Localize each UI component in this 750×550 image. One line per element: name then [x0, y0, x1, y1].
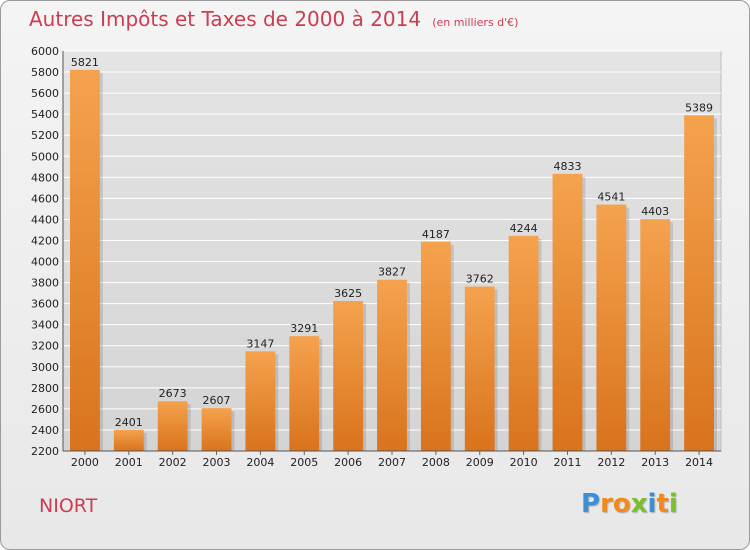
data-label: 2607 — [203, 394, 231, 407]
bar — [377, 279, 407, 451]
bar — [464, 286, 495, 451]
bar — [333, 301, 364, 451]
bar — [596, 204, 627, 451]
x-tick-label: 2014 — [685, 456, 713, 469]
y-tick-label: 3000 — [31, 361, 59, 374]
y-tick-label: 4800 — [31, 171, 59, 184]
data-label: 4187 — [422, 228, 450, 241]
y-tick-label: 5800 — [31, 66, 59, 79]
chart-subtitle: (en milliers d'€) — [432, 16, 519, 29]
x-tick-label: 2008 — [422, 456, 450, 469]
location-label: NIORT — [39, 495, 98, 517]
y-tick-label: 3400 — [31, 319, 59, 332]
bar — [508, 235, 539, 451]
data-label: 4403 — [641, 205, 669, 218]
data-label: 5821 — [71, 56, 99, 69]
x-tick-label: 2010 — [510, 456, 538, 469]
x-tick-label: 2013 — [641, 456, 669, 469]
data-label: 3762 — [466, 273, 494, 286]
data-label: 4541 — [597, 191, 625, 204]
y-tick-label: 4600 — [31, 192, 59, 205]
logo-letter: i — [647, 489, 657, 519]
data-label: 3147 — [246, 337, 274, 350]
logo-letter: o — [612, 489, 631, 519]
y-tick-label: 5600 — [31, 87, 59, 100]
bar — [420, 241, 451, 451]
x-tick-label: 2004 — [246, 456, 274, 469]
y-tick-label: 6000 — [31, 45, 59, 58]
data-label: 2673 — [159, 387, 187, 400]
logo-letter: x — [630, 489, 648, 519]
bar — [684, 115, 714, 451]
y-tick-label: 3800 — [31, 277, 59, 290]
data-label: 3291 — [290, 322, 318, 335]
bar — [289, 336, 320, 451]
x-tick-label: 2006 — [334, 456, 362, 469]
bar — [70, 69, 100, 451]
logo-letter: t — [656, 489, 669, 519]
bar — [113, 429, 144, 451]
data-label: 2401 — [115, 416, 143, 429]
x-tick-label: 2012 — [597, 456, 625, 469]
logo-letter: i — [668, 489, 678, 519]
logo-letter: P — [581, 489, 601, 519]
x-tick-label: 2011 — [553, 456, 581, 469]
proxiti-logo: Proxiti — [581, 489, 678, 519]
bar — [640, 219, 671, 451]
x-tick-label: 2009 — [466, 456, 494, 469]
data-label: 3625 — [334, 287, 362, 300]
x-tick-label: 2005 — [290, 456, 318, 469]
y-tick-label: 2200 — [31, 445, 59, 458]
y-tick-label: 4400 — [31, 213, 59, 226]
y-tick-label: 4200 — [31, 234, 59, 247]
data-label: 5389 — [685, 101, 713, 114]
data-label: 3827 — [378, 266, 406, 279]
chart-title: Autres Impôts et Taxes de 2000 à 2014 — [29, 7, 422, 31]
data-label: 4833 — [553, 160, 581, 173]
y-tick-label: 2600 — [31, 403, 59, 416]
x-tick-label: 2003 — [203, 456, 231, 469]
y-tick-label: 5200 — [31, 129, 59, 142]
x-tick-label: 2000 — [71, 456, 99, 469]
y-tick-label: 5000 — [31, 150, 59, 163]
title-row: Autres Impôts et Taxes de 2000 à 2014 (e… — [29, 7, 518, 31]
bar — [245, 351, 276, 451]
y-tick-label: 2800 — [31, 382, 59, 395]
y-tick-label: 4000 — [31, 256, 59, 269]
bar — [157, 401, 188, 451]
bar — [201, 408, 232, 451]
y-tick-label: 3600 — [31, 298, 59, 311]
x-tick-label: 2001 — [115, 456, 143, 469]
x-tick-label: 2007 — [378, 456, 406, 469]
x-tick-label: 2002 — [159, 456, 187, 469]
data-label: 4244 — [510, 222, 538, 235]
logo-letter: r — [600, 489, 613, 519]
bar — [552, 173, 583, 451]
y-tick-label: 3200 — [31, 340, 59, 353]
y-tick-label: 2400 — [31, 424, 59, 437]
y-tick-label: 5400 — [31, 108, 59, 121]
